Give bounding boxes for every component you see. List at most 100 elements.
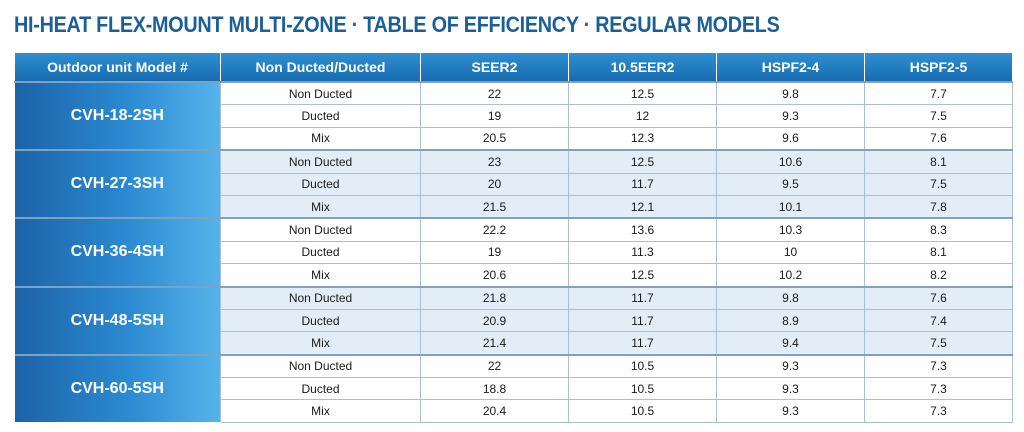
hspf5-cell: 8.2 xyxy=(864,263,1013,288)
duct-type-cell: Non Ducted xyxy=(220,217,421,242)
eer2-cell: 11.3 xyxy=(568,240,717,265)
seer2-cell: 22 xyxy=(420,81,569,106)
eer2-cell: 11.7 xyxy=(568,172,717,196)
seer2-cell: 20 xyxy=(420,172,569,196)
duct-type-cell: Ducted xyxy=(220,104,421,128)
hspf4-cell: 9.3 xyxy=(716,353,865,379)
eer2-cell: 11.7 xyxy=(568,285,717,310)
hspf5-cell: 7.8 xyxy=(864,194,1013,219)
table-row: CVH-48-5SH Non Ducted 21.8 11.7 9.8 7.6 xyxy=(14,285,1013,356)
hspf4-cell: 9.3 xyxy=(716,377,865,401)
efficiency-table: Outdoor unit Model # Non Ducted/Ducted S… xyxy=(14,53,1013,423)
model-group: CVH-48-5SH Non Ducted 21.8 11.7 9.8 7.6 Ducted… xyxy=(14,285,1013,356)
hspf5-cell: 7.3 xyxy=(864,377,1013,401)
duct-type-cell: Mix xyxy=(220,126,421,151)
model-cell: CVH-60-5SH xyxy=(14,353,221,423)
eer2-cell: 12.5 xyxy=(568,149,717,174)
seer2-cell: 19 xyxy=(420,240,569,265)
hspf5-cell: 7.3 xyxy=(864,353,1013,379)
eer2-cell: 12.5 xyxy=(568,81,717,106)
hspf4-cell: 10.1 xyxy=(716,194,865,219)
eer2-cell: 10.5 xyxy=(568,399,717,423)
model-cell: CVH-36-4SH xyxy=(14,217,221,288)
table-row: Ducted 18.8 10.5 9.3 7.3 xyxy=(15,377,1013,401)
seer2-cell: 21.8 xyxy=(420,285,569,310)
hspf5-cell: 8.1 xyxy=(864,149,1013,174)
eer2-cell: 12.5 xyxy=(568,263,717,288)
eer2-cell: 11.7 xyxy=(568,308,717,333)
model-group: CVH-18-2SH Non Ducted 22 12.5 9.8 7.7 Ducted 19… xyxy=(14,80,1013,151)
hspf4-cell: 9.8 xyxy=(716,285,865,310)
duct-type-cell: Non Ducted xyxy=(220,81,421,106)
seer2-cell: 20.9 xyxy=(420,308,569,333)
hspf5-cell: 7.5 xyxy=(864,172,1013,196)
table-row: Ducted 20.9 11.7 8.9 7.4 xyxy=(15,308,1013,333)
table-row: Ducted 20 11.7 9.5 7.5 xyxy=(15,172,1013,196)
header-seer2: SEER2 xyxy=(420,53,569,82)
model-group: CVH-36-4SH Non Ducted 22.2 13.6 10.3 8.3 Ducte… xyxy=(14,217,1013,288)
table-row: Mix 20.4 10.5 9.3 7.3 xyxy=(15,399,1013,423)
table-row: CVH-36-4SH Non Ducted 22.2 13.6 10.3 8.3 xyxy=(14,217,1013,288)
hspf4-cell: 10.2 xyxy=(716,263,865,288)
duct-type-cell: Mix xyxy=(220,399,421,423)
table-row: Mix 21.4 11.7 9.4 7.5 xyxy=(15,331,1013,356)
model-group: CVH-60-5SH Non Ducted 22 10.5 9.3 7.3 Ducted 18… xyxy=(14,353,1013,423)
header-hspf2-4: HSPF2-4 xyxy=(716,53,865,82)
page-title: HI-HEAT FLEX-MOUNT MULTI-ZONE · TABLE OF… xyxy=(14,12,780,37)
model-cell: CVH-27-3SH xyxy=(14,149,221,219)
duct-type-cell: Non Ducted xyxy=(220,285,421,310)
eer2-cell: 10.5 xyxy=(568,377,717,401)
hspf5-cell: 8.1 xyxy=(864,240,1013,265)
duct-type-cell: Ducted xyxy=(220,240,421,265)
hspf4-cell: 10.6 xyxy=(716,149,865,174)
duct-type-cell: Mix xyxy=(220,263,421,288)
hspf5-cell: 7.3 xyxy=(864,399,1013,423)
eer2-cell: 12.1 xyxy=(568,194,717,219)
seer2-cell: 20.5 xyxy=(420,126,569,151)
hspf5-cell: 7.6 xyxy=(864,285,1013,310)
seer2-cell: 20.6 xyxy=(420,263,569,288)
duct-type-cell: Ducted xyxy=(220,377,421,401)
header-model: Outdoor unit Model # xyxy=(14,53,221,82)
duct-type-cell: Mix xyxy=(220,331,421,356)
hspf5-cell: 8.3 xyxy=(864,217,1013,242)
table-row: Mix 20.6 12.5 10.2 8.2 xyxy=(15,263,1013,288)
header-hspf2-5: HSPF2-5 xyxy=(864,53,1013,82)
header-duct-type: Non Ducted/Ducted xyxy=(220,53,421,82)
table-row: Mix 21.5 12.1 10.1 7.8 xyxy=(15,194,1013,219)
hspf4-cell: 10.3 xyxy=(716,217,865,242)
seer2-cell: 21.5 xyxy=(420,194,569,219)
table-row: Ducted 19 12 9.3 7.5 xyxy=(15,104,1013,128)
duct-type-cell: Non Ducted xyxy=(220,149,421,174)
seer2-cell: 18.8 xyxy=(420,377,569,401)
model-cell: CVH-18-2SH xyxy=(14,80,221,151)
table-header: Outdoor unit Model # Non Ducted/Ducted S… xyxy=(14,53,1013,82)
hspf4-cell: 8.9 xyxy=(716,308,865,333)
hspf4-cell: 10 xyxy=(716,240,865,265)
hspf5-cell: 7.6 xyxy=(864,126,1013,151)
hspf4-cell: 9.6 xyxy=(716,126,865,151)
hspf4-cell: 9.3 xyxy=(716,104,865,128)
eer2-cell: 12.3 xyxy=(568,126,717,151)
table-row: CVH-18-2SH Non Ducted 22 12.5 9.8 7.7 xyxy=(14,80,1013,151)
eer2-cell: 13.6 xyxy=(568,217,717,242)
hspf5-cell: 7.5 xyxy=(864,331,1013,356)
hspf5-cell: 7.5 xyxy=(864,104,1013,128)
header-row: Outdoor unit Model # Non Ducted/Ducted S… xyxy=(14,53,1013,82)
duct-type-cell: Non Ducted xyxy=(220,353,421,379)
header-eer2: 10.5EER2 xyxy=(568,53,717,82)
eer2-cell: 12 xyxy=(568,104,717,128)
duct-type-cell: Ducted xyxy=(220,308,421,333)
seer2-cell: 23 xyxy=(420,149,569,174)
hspf5-cell: 7.4 xyxy=(864,308,1013,333)
hspf4-cell: 9.3 xyxy=(716,399,865,423)
eer2-cell: 10.5 xyxy=(568,353,717,379)
seer2-cell: 19 xyxy=(420,104,569,128)
seer2-cell: 22.2 xyxy=(420,217,569,242)
hspf4-cell: 9.4 xyxy=(716,331,865,356)
duct-type-cell: Mix xyxy=(220,194,421,219)
eer2-cell: 11.7 xyxy=(568,331,717,356)
seer2-cell: 20.4 xyxy=(420,399,569,423)
table-row: CVH-27-3SH Non Ducted 23 12.5 10.6 8.1 xyxy=(14,149,1013,219)
seer2-cell: 22 xyxy=(420,353,569,379)
